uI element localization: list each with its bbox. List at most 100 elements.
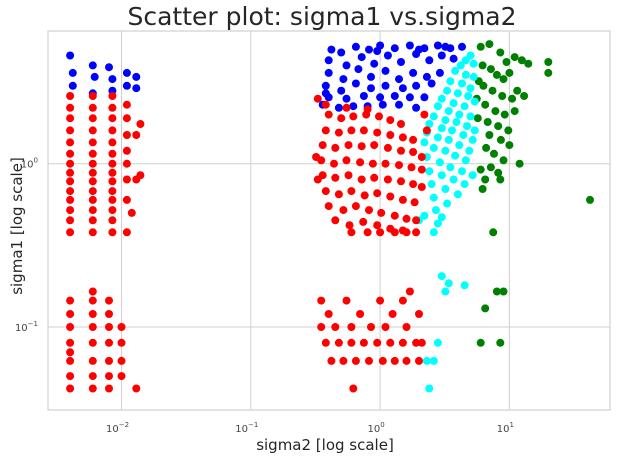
data-point-red (108, 149, 117, 158)
data-point-red (122, 195, 131, 204)
data-point-green (524, 59, 533, 68)
data-point-cyan (468, 135, 477, 144)
data-point-red (88, 323, 97, 331)
data-point-blue (122, 68, 131, 77)
data-point-green (486, 163, 495, 172)
data-point-cyan (422, 356, 431, 365)
data-point-red (373, 338, 382, 347)
data-point-red (105, 384, 113, 393)
data-point-blue (342, 94, 351, 103)
data-point-cyan (464, 92, 473, 100)
data-point-red (347, 126, 356, 135)
data-point-red (88, 372, 97, 381)
data-point-blue (88, 61, 97, 70)
data-point-red (398, 296, 407, 305)
data-point-blue (378, 100, 387, 109)
data-point-red (108, 103, 117, 112)
data-point-red (88, 296, 97, 305)
x-tick-label: 10−2 (106, 421, 129, 435)
data-point-red (105, 296, 113, 305)
chart-title: Scatter plot: sigma1 vs.sigma2 (128, 2, 517, 31)
data-point-red (337, 114, 346, 123)
data-point-red (409, 135, 418, 144)
data-point-red (345, 221, 354, 230)
data-point-green (481, 304, 490, 313)
data-point-red (412, 228, 421, 237)
data-point-blue (433, 41, 442, 50)
data-point-red (357, 175, 366, 184)
data-point-blue (351, 42, 360, 51)
data-point-red (370, 141, 379, 150)
data-point-green (504, 126, 513, 135)
data-point-cyan (470, 97, 479, 106)
data-point-red (376, 228, 385, 237)
data-point-red (122, 131, 131, 139)
data-point-red (402, 356, 411, 365)
data-point-red (313, 175, 322, 184)
plot-frame (47, 30, 611, 411)
data-point-red (334, 128, 343, 137)
data-point-cyan (460, 281, 469, 290)
data-point-red (88, 384, 97, 393)
data-point-green (517, 56, 526, 65)
data-point-cyan (444, 135, 453, 144)
data-point-red (88, 206, 97, 215)
data-point-cyan (465, 146, 474, 155)
data-point-blue (68, 81, 77, 90)
data-point-cyan (425, 384, 434, 393)
data-point-red (402, 323, 411, 331)
data-point-red (108, 126, 117, 135)
data-point-cyan (444, 107, 453, 116)
data-point-cyan (469, 59, 478, 68)
data-point-cyan (437, 171, 446, 180)
data-point-green (499, 156, 508, 165)
data-point-red (88, 356, 97, 365)
data-point-red (88, 126, 97, 135)
data-point-green (496, 135, 505, 144)
data-point-green (492, 287, 501, 296)
data-point-red (415, 356, 423, 365)
data-point-green (494, 122, 503, 131)
data-point-green (482, 143, 491, 152)
data-point-red (122, 114, 131, 123)
data-point-red (88, 114, 97, 123)
data-point-red (88, 138, 97, 147)
data-point-red (402, 228, 411, 237)
data-point-cyan (433, 338, 442, 347)
y-tick-label: 10−1 (15, 320, 38, 334)
data-point-red (368, 159, 377, 168)
data-point-red (347, 323, 356, 331)
data-point-blue (122, 81, 131, 90)
data-point-green (515, 159, 524, 168)
data-point-cyan (433, 133, 442, 142)
data-point-red (359, 217, 368, 226)
data-point-red (351, 202, 360, 211)
data-point-red (402, 214, 411, 223)
data-point-blue (383, 51, 392, 60)
data-point-cyan (448, 126, 456, 135)
data-point-cyan (460, 102, 469, 111)
data-point-red (415, 310, 423, 318)
data-point-green (485, 131, 494, 139)
data-point-red (66, 323, 75, 331)
data-point-cyan (429, 143, 438, 152)
data-point-cyan (455, 110, 464, 119)
data-point-red (417, 165, 426, 174)
data-point-green (494, 168, 503, 177)
data-point-blue (435, 68, 444, 77)
data-point-red (88, 310, 97, 318)
data-point-green (510, 53, 519, 62)
data-point-cyan (425, 120, 434, 128)
data-point-blue (427, 79, 436, 88)
data-point-red (331, 216, 340, 225)
data-point-red (108, 138, 117, 147)
data-point-cyan (460, 180, 469, 189)
data-point-blue (365, 45, 373, 54)
data-point-green (481, 100, 490, 109)
data-point-green (499, 287, 508, 296)
data-point-red (108, 177, 117, 186)
data-point-red (390, 356, 399, 365)
data-point-cyan (458, 167, 466, 176)
data-point-red (360, 191, 369, 200)
